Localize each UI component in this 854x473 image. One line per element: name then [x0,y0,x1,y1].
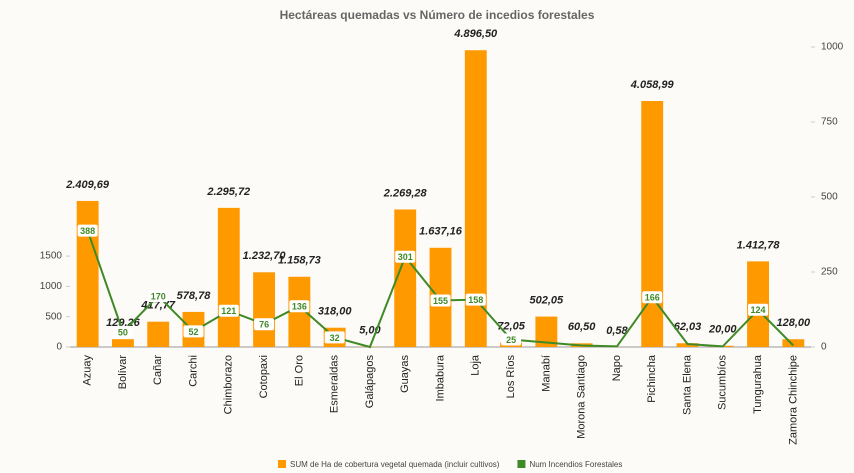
x-tick-label: Cañar [152,355,164,385]
bar-value-label: 1.158,73 [278,255,321,267]
x-tick-label: Azuay [82,355,94,386]
x-tick-label: Galápagos [364,355,376,409]
line-value-label: 158 [468,295,483,305]
x-tick-label: Chimborazo [223,355,235,414]
bar-value-label: 72,05 [497,321,525,333]
x-tick-label: El Oro [293,355,305,386]
line-value-label: 124 [751,305,766,315]
y-tick-label: 0 [56,342,62,353]
y-tick-label: 1500 [40,251,63,262]
bar [218,208,240,347]
x-tick-label: Tungurahua [752,354,764,414]
line-value-label: 388 [80,226,95,236]
y-tick-label: 1000 [40,281,63,292]
x-tick-label: Guayas [399,355,411,393]
x-tick-label: Loja [470,354,482,376]
bar [112,339,134,347]
y2-tick-label: 500 [821,192,838,203]
chart-title: Hectáreas quemadas vs Número de incedios… [280,8,595,22]
y2-tick-label: 0 [821,342,827,353]
chart: Hectáreas quemadas vs Número de incedios… [0,0,854,473]
line-value-label: 136 [292,302,307,312]
bar-value-label: 1.412,78 [737,239,781,251]
x-tick-label: Morona Santiago [576,355,588,439]
x-tick-label: Zamora Chinchipe [787,355,799,445]
y2-tick-label: 250 [821,267,838,278]
bar-value-label: 4.058,99 [630,79,675,91]
bar-value-label: 1.637,16 [419,226,463,238]
bar-value-label: 2.269,28 [383,187,428,199]
bar-value-label: 60,50 [568,321,596,333]
x-tick-label: Bolívar [117,355,129,390]
x-tick-label: Pichincha [646,354,658,403]
line-value-label: 166 [645,293,660,303]
bar-value-label: 502,05 [530,294,565,306]
bar-value-label: 2.409,69 [65,179,110,191]
bar-value-label: 20,00 [708,324,737,336]
bar [147,322,169,347]
legend-swatch [278,460,286,468]
bar [253,272,275,347]
bar [782,339,804,347]
bar-value-label: 318,00 [318,306,353,318]
line-value-label: 50 [118,327,128,337]
bar-value-label: 2.295,72 [206,186,250,198]
bar-value-label: 4.896,50 [453,28,498,40]
line-value-label: 25 [506,335,516,345]
bar-value-label: 578,78 [177,290,212,302]
line-value-label: 32 [330,333,340,343]
line-value-label: 301 [398,252,413,262]
x-tick-label: Esmeraldas [329,355,341,414]
legend-label: SUM de Ha de cobertura vegetal quemada (… [290,460,500,469]
x-tick-label: Imbabura [434,354,446,401]
x-tick-label: Sucumbíos [717,355,729,411]
legend-label: Num Incendios Forestales [529,460,622,469]
x-tick-label: Napo [611,355,623,381]
bar [641,101,663,347]
bar-value-label: 128,00 [777,317,812,329]
x-tick-label: Santa Elena [681,354,693,415]
bar [77,201,99,347]
y2-tick-label: 1000 [821,42,844,53]
line-value-label: 170 [151,291,166,301]
x-tick-label: Carchi [187,355,199,387]
line-value-label: 121 [221,306,236,316]
x-tick-label: Cotopaxi [258,355,270,398]
x-tick-label: Los Ríos [505,355,517,399]
y2-tick-label: 750 [821,117,838,128]
line-value-label: 52 [188,327,198,337]
line-value-label: 76 [259,320,269,330]
line-value-label: 155 [433,296,448,306]
legend-swatch [517,460,525,468]
x-tick-label: Manabí [540,355,552,392]
y-tick-label: 500 [45,311,62,322]
